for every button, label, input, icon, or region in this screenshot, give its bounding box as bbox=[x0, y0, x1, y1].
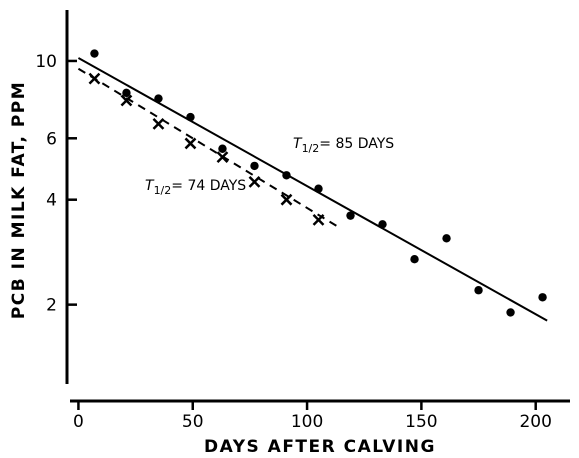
y-axis-label: PCB IN MILK FAT, PPM bbox=[9, 81, 29, 319]
data-point-x-0 bbox=[88, 72, 101, 85]
data-point-x-5 bbox=[248, 175, 261, 188]
data-point-x-4 bbox=[216, 151, 229, 163]
data-point-dot-11 bbox=[442, 234, 451, 243]
y-tick-label-4: 4 bbox=[46, 191, 57, 211]
x-tick-label-200: 200 bbox=[519, 412, 551, 432]
data-point-dot-4 bbox=[218, 144, 227, 153]
data-point-dot-10 bbox=[410, 255, 419, 264]
data-point-dot-9 bbox=[378, 220, 387, 229]
data-point-x-3 bbox=[184, 137, 197, 150]
x-tick-label-100: 100 bbox=[291, 412, 323, 432]
data-point-dot-6 bbox=[282, 171, 291, 180]
x-axis-label: DAYS AFTER CALVING bbox=[204, 437, 436, 457]
y-tick-label-2: 2 bbox=[46, 296, 57, 316]
data-point-dot-7 bbox=[314, 184, 323, 193]
fit-label-85-sub: 1/2 bbox=[302, 142, 320, 155]
data-point-dot-14 bbox=[538, 293, 547, 302]
fit-line-2 bbox=[77, 67, 342, 230]
fit-label-85-t: T bbox=[293, 136, 303, 152]
data-point-dot-13 bbox=[506, 308, 515, 317]
x-tick-label-0: 0 bbox=[73, 412, 84, 432]
data-point-dot-12 bbox=[474, 286, 483, 295]
data-point-dot-1 bbox=[122, 88, 131, 98]
fit-label-85-days: T1/2= 85 DAYS bbox=[293, 136, 394, 155]
data-point-x-7 bbox=[312, 214, 325, 226]
data-point-x-6 bbox=[280, 193, 293, 206]
data-point-dot-8 bbox=[346, 211, 355, 220]
fit-label-85-rest: = 85 DAYS bbox=[319, 136, 394, 152]
data-point-x-1 bbox=[120, 94, 133, 107]
fit-label-74-rest: = 74 DAYS bbox=[171, 178, 246, 194]
data-point-dot-3 bbox=[186, 112, 195, 122]
chart-labels: DAYS AFTER CALVING PCB IN MILK FAT, PPM … bbox=[9, 81, 436, 457]
data-point-dot-5 bbox=[250, 161, 259, 171]
y-tick-label-10: 10 bbox=[35, 52, 57, 72]
y-tick-label-6: 6 bbox=[46, 129, 57, 149]
fit-label-74-t: T bbox=[145, 178, 155, 194]
fit-label-74-days: T1/2= 74 DAYS bbox=[145, 178, 246, 197]
fit-label-74-sub: 1/2 bbox=[154, 184, 172, 197]
x-tick-label-50: 50 bbox=[182, 412, 204, 432]
data-points bbox=[88, 49, 547, 317]
data-point-x-2 bbox=[152, 117, 165, 130]
data-point-dot-0 bbox=[90, 49, 99, 58]
data-point-dot-2 bbox=[154, 94, 163, 103]
x-tick-label-150: 150 bbox=[405, 412, 437, 432]
